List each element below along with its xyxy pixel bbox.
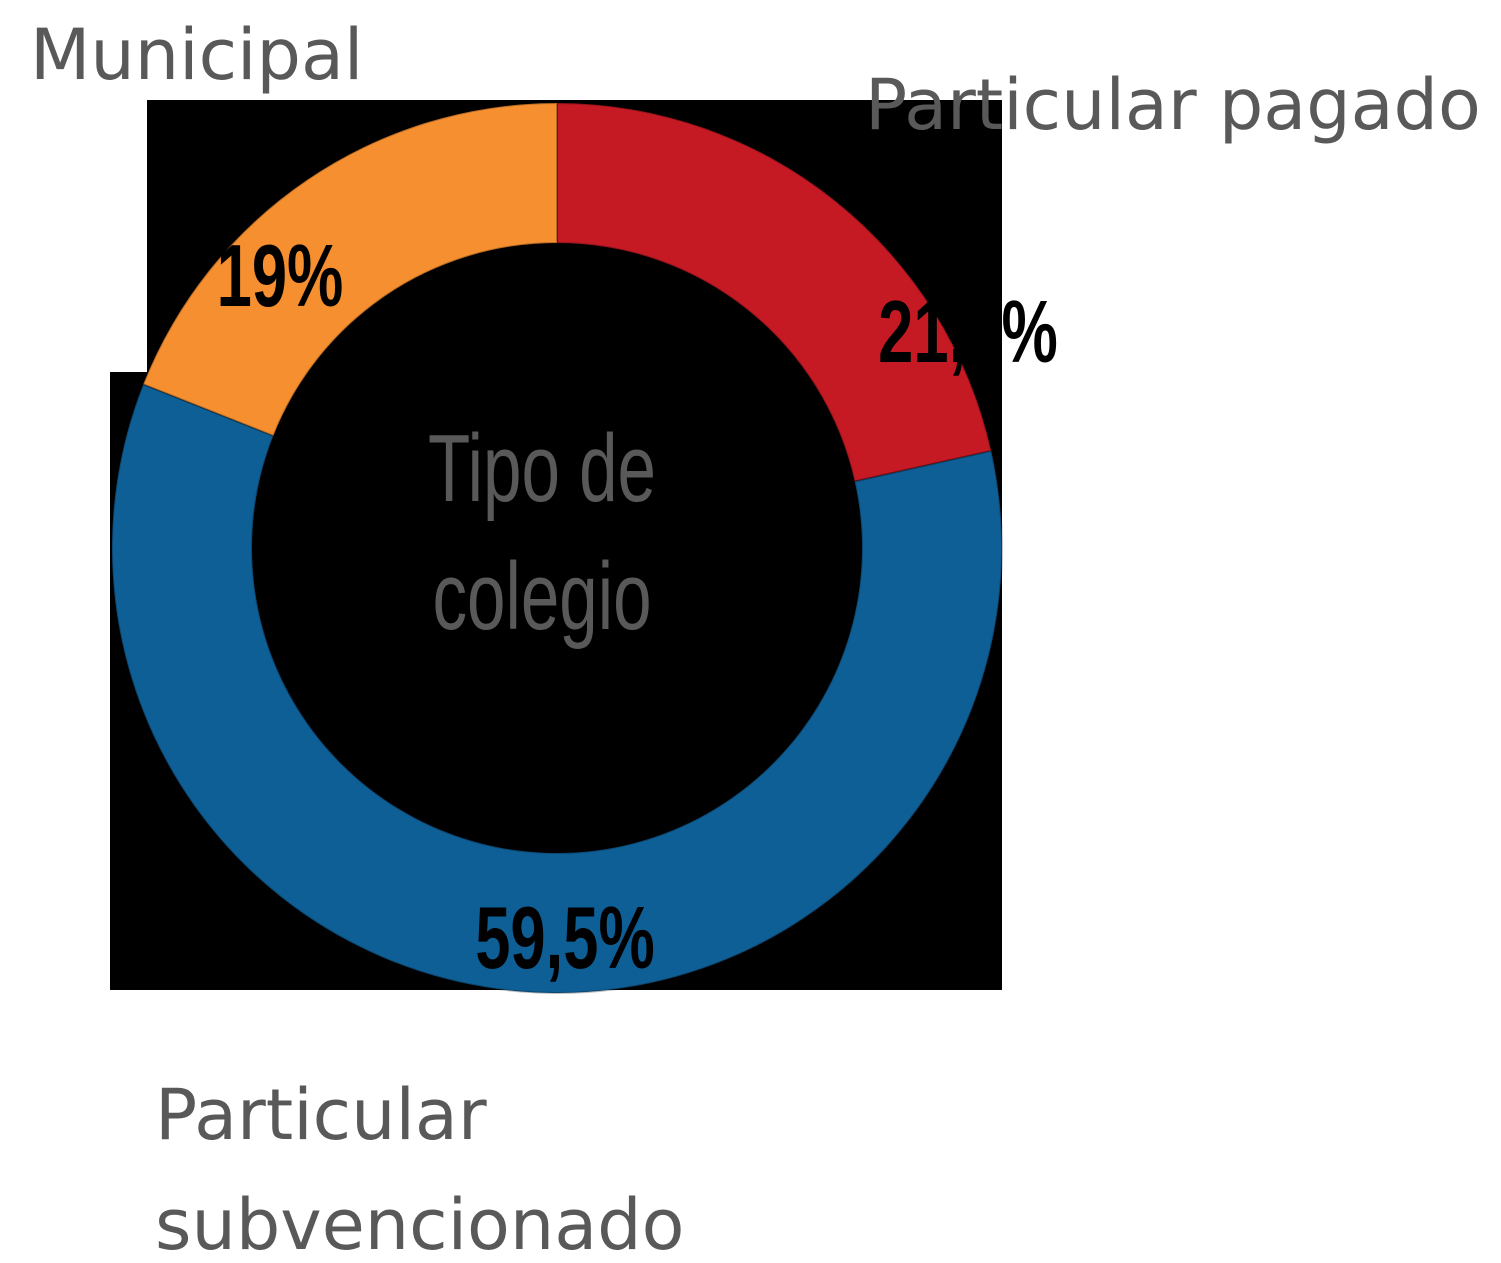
category-label: Municipal: [30, 14, 364, 96]
chart-title: Tipo de colegio: [428, 415, 656, 650]
data-label: 19%: [217, 228, 344, 326]
donut-slice: [141, 101, 558, 438]
category-label: Particular pagado: [865, 64, 1481, 146]
donut-slice: [111, 382, 1003, 994]
data-label: 59,5%: [475, 890, 655, 988]
data-label: 21,5%: [878, 284, 1058, 382]
category-label: Particular subvencionado: [155, 1074, 685, 1263]
donut-slice: [556, 101, 993, 483]
